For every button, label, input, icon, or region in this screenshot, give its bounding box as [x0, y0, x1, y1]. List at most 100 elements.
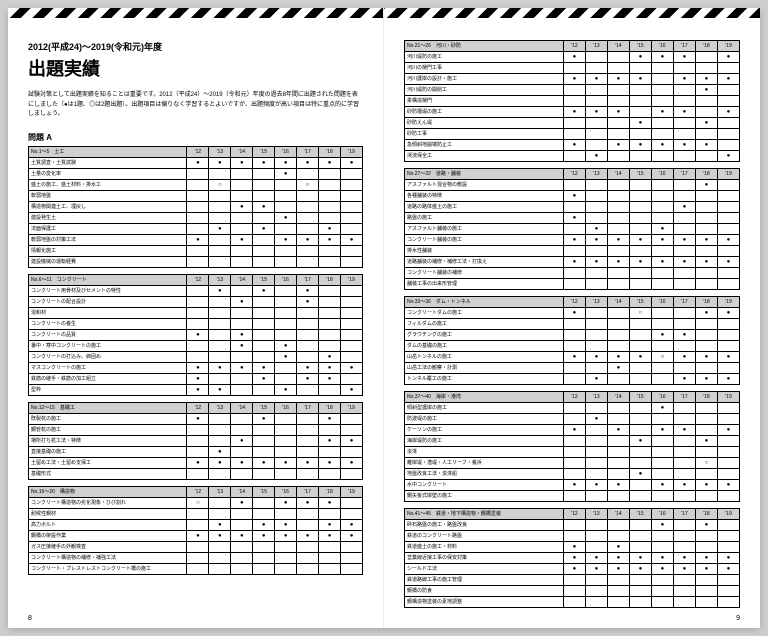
page-number-right: 9: [736, 615, 740, 622]
table-row: 排水性舗装: [405, 246, 740, 257]
mark-cell: [585, 586, 607, 597]
mark-cell: [607, 85, 629, 96]
mark-cell: ●: [563, 213, 585, 224]
mark-cell: [607, 374, 629, 385]
mark-cell: [695, 107, 717, 118]
mark-cell: ●: [695, 553, 717, 564]
mark-cell: [585, 469, 607, 480]
mark-cell: [341, 179, 363, 190]
year-header: '12: [187, 274, 209, 285]
mark-cell: ●: [673, 330, 695, 341]
mark-cell: [231, 508, 253, 519]
mark-cell: [297, 329, 319, 340]
mark-cell: ●: [717, 235, 739, 246]
mark-cell: [717, 531, 739, 542]
mark-cell: ●: [629, 140, 651, 151]
mark-cell: ●: [563, 553, 585, 564]
row-label: 排水性舗装: [405, 246, 564, 257]
table-row: 鉄道盛土の施工・材料●●: [405, 542, 740, 553]
mark-cell: [275, 508, 297, 519]
year-header: '17: [297, 146, 319, 157]
mark-cell: [563, 531, 585, 542]
mark-cell: [231, 223, 253, 234]
mark-cell: ●: [297, 457, 319, 468]
mark-cell: [651, 191, 673, 202]
row-label: 建設機械の運転経費: [29, 256, 187, 267]
mark-cell: [695, 191, 717, 202]
mark-cell: [717, 403, 739, 414]
table-row: 法面保護工●●●: [29, 223, 363, 234]
mark-cell: [629, 246, 651, 257]
mark-cell: [319, 552, 341, 563]
row-label: 土質調査・土質試験: [29, 157, 187, 168]
mark-cell: [253, 256, 275, 267]
mark-cell: ●: [695, 480, 717, 491]
mark-cell: [297, 318, 319, 329]
mark-cell: [717, 224, 739, 235]
mark-cell: ●: [563, 542, 585, 553]
mark-cell: [607, 447, 629, 458]
mark-cell: ●: [673, 235, 695, 246]
mark-cell: ○: [651, 352, 673, 363]
mark-cell: ●: [585, 480, 607, 491]
mark-cell: [629, 151, 651, 162]
header-stripe: [384, 8, 760, 18]
mark-cell: [695, 213, 717, 224]
year-header: '19: [341, 274, 363, 285]
mark-cell: [275, 190, 297, 201]
year-header: '16: [275, 146, 297, 157]
mark-cell: [563, 469, 585, 480]
table-row: 海岸堤防の施工●●: [405, 436, 740, 447]
mark-cell: [673, 224, 695, 235]
row-label: コンクリートダムの施工: [405, 308, 564, 319]
table-row: 場所打ち杭工法・特徴●●●: [29, 435, 363, 446]
mark-cell: ●: [319, 497, 341, 508]
row-label: ケーソンの施工: [405, 425, 564, 436]
row-label: 型枠: [29, 384, 187, 395]
mark-cell: ●: [717, 374, 739, 385]
mark-cell: [275, 362, 297, 373]
year-header: '12: [187, 146, 209, 157]
mark-cell: ●: [297, 362, 319, 373]
mark-cell: [585, 542, 607, 553]
mark-cell: [629, 425, 651, 436]
mark-cell: [319, 446, 341, 457]
table-row: 高力ボルト●●●●●: [29, 519, 363, 530]
table-row: コンクリート構造物の補修・補強工法: [29, 552, 363, 563]
mark-cell: [585, 491, 607, 502]
mark-cell: [607, 319, 629, 330]
mark-cell: ●: [275, 168, 297, 179]
table-row: 土質調査・土質試験●●●●●●●●: [29, 157, 363, 168]
mark-cell: ●: [607, 107, 629, 118]
mark-cell: [275, 329, 297, 340]
mark-cell: [231, 541, 253, 552]
header-stripe: [8, 8, 383, 18]
mark-cell: ●: [673, 202, 695, 213]
row-label: 海岸堤防の施工: [405, 436, 564, 447]
mark-cell: ●: [607, 235, 629, 246]
mark-cell: [231, 307, 253, 318]
mark-cell: [297, 307, 319, 318]
mark-cell: [231, 563, 253, 574]
row-label: コンクリート・プレストレストコンクリート橋の施工: [29, 563, 187, 574]
mark-cell: ●: [651, 553, 673, 564]
mark-cell: [717, 363, 739, 374]
row-label: 鉄道盛土の施工・材料: [405, 542, 564, 553]
mark-cell: [717, 268, 739, 279]
mark-cell: [651, 180, 673, 191]
row-label: 道路舗装の補修・補修工法・打換え: [405, 257, 564, 268]
mark-cell: [607, 414, 629, 425]
mark-cell: [563, 586, 585, 597]
mark-cell: ●: [563, 352, 585, 363]
year-header: '19: [717, 392, 739, 403]
mark-cell: [695, 425, 717, 436]
table-row: 砂防えん堤●●: [405, 118, 740, 129]
table-row: 鋼構造物塗装の素地調整: [405, 597, 740, 608]
mark-cell: [253, 307, 275, 318]
mark-cell: [585, 268, 607, 279]
mark-cell: [209, 201, 231, 212]
mark-cell: ●: [629, 257, 651, 268]
mark-cell: ●: [275, 519, 297, 530]
year-header: '19: [717, 41, 739, 52]
mark-cell: [319, 329, 341, 340]
